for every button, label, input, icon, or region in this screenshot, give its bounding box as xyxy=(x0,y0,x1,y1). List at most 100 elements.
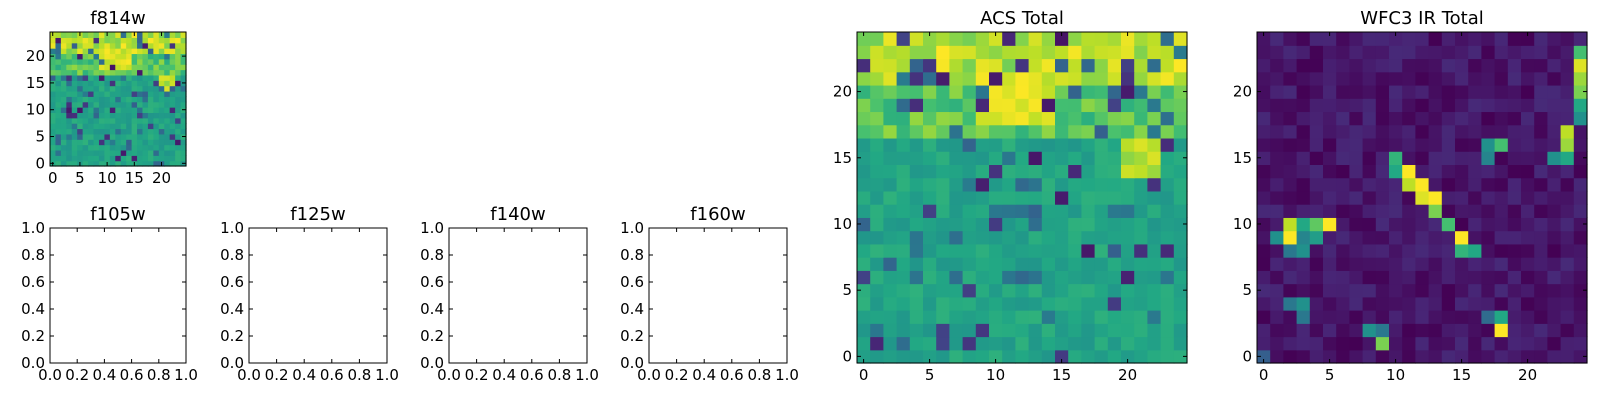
heatmap-cell xyxy=(962,58,977,73)
heatmap-cell xyxy=(909,124,924,139)
x-tick-label: 0.2 xyxy=(465,366,489,384)
heatmap-cell xyxy=(936,137,950,152)
heatmap-cell xyxy=(50,123,57,130)
heatmap-cell xyxy=(1296,257,1311,271)
heatmap-cell xyxy=(137,117,144,124)
heatmap-cell xyxy=(1094,217,1109,232)
heatmap-cell xyxy=(1028,349,1043,364)
heatmap-cell xyxy=(1455,177,1469,192)
heatmap-cell xyxy=(1121,98,1135,113)
heatmap-cell xyxy=(1147,58,1162,73)
heatmap-cell xyxy=(1547,111,1562,126)
heatmap-cell xyxy=(1015,190,1030,205)
heatmap-cell xyxy=(82,85,89,92)
heatmap-cell xyxy=(1362,204,1377,218)
heatmap-cell xyxy=(104,74,111,81)
heatmap-cell xyxy=(98,80,105,87)
heatmap-cell xyxy=(50,64,57,71)
heatmap-cell xyxy=(158,128,165,135)
heatmap-cell xyxy=(909,32,924,46)
heatmap-cell xyxy=(1560,137,1575,152)
heatmap-cell xyxy=(158,58,165,65)
heatmap-cell xyxy=(55,112,62,119)
heatmap-cell xyxy=(88,101,95,108)
heatmap-cell xyxy=(1134,270,1148,285)
heatmap-cell xyxy=(1441,164,1456,179)
heatmap-cell xyxy=(1481,204,1496,218)
heatmap-cell xyxy=(1134,283,1148,298)
heatmap-cell xyxy=(1336,45,1350,60)
heatmap-cell xyxy=(115,117,122,124)
heatmap-cell xyxy=(88,58,95,65)
heatmap-cell xyxy=(169,160,176,167)
heatmap-cell xyxy=(1468,270,1482,285)
heatmap-cell xyxy=(126,80,133,87)
heatmap-cell xyxy=(142,42,149,49)
heatmap-cell xyxy=(169,42,176,49)
heatmap-cell xyxy=(1507,296,1522,311)
heatmap-cell xyxy=(55,107,62,113)
heatmap-cell xyxy=(1481,32,1496,46)
heatmap-cell xyxy=(1389,270,1403,285)
heatmap-cell xyxy=(104,37,111,44)
heatmap-cell xyxy=(1560,230,1575,245)
heatmap-cell xyxy=(142,64,149,71)
heatmap-cell xyxy=(1507,137,1522,152)
heatmap-cell xyxy=(962,164,977,179)
heatmap-cell xyxy=(82,64,89,71)
heatmap-cell xyxy=(1349,323,1364,338)
heatmap-cell xyxy=(1160,243,1175,258)
heatmap-cell xyxy=(1547,177,1562,192)
heatmap-cell xyxy=(1028,177,1043,192)
heatmap-cell xyxy=(1147,190,1162,205)
heatmap-cell xyxy=(1041,45,1056,60)
heatmap-cell xyxy=(949,257,964,271)
heatmap-cell xyxy=(169,48,176,55)
heatmap-cell xyxy=(989,84,1003,99)
heatmap-cell xyxy=(1402,243,1416,258)
heatmap-cell xyxy=(98,101,105,108)
heatmap-cell xyxy=(104,144,111,151)
heatmap-cell xyxy=(1068,283,1082,298)
heatmap-cell xyxy=(1107,32,1122,46)
axes-frame xyxy=(49,227,187,364)
heatmap-cell xyxy=(126,112,133,119)
y-tick-label: 0.8 xyxy=(21,246,45,264)
heatmap-cell xyxy=(1296,336,1311,351)
heatmap-cell xyxy=(1468,296,1482,311)
heatmap-cell xyxy=(1309,230,1324,245)
heatmap-cell xyxy=(1296,45,1311,60)
heatmap-cell xyxy=(896,45,911,60)
heatmap-cell xyxy=(1309,164,1324,179)
x-tick-label: 15 xyxy=(1052,366,1071,384)
heatmap-cell xyxy=(55,160,62,167)
heatmap-cell xyxy=(164,90,171,97)
heatmap-cell xyxy=(158,144,165,151)
heatmap-cell xyxy=(1573,84,1588,99)
heatmap-cell xyxy=(1573,32,1588,46)
heatmap-cell xyxy=(857,323,871,338)
heatmap-cell xyxy=(55,128,62,135)
heatmap-cell xyxy=(50,144,57,151)
heatmap-cell xyxy=(949,283,964,298)
y-tick-label: 0.6 xyxy=(420,273,444,291)
heatmap-cell xyxy=(1560,257,1575,271)
heatmap-cell xyxy=(1455,217,1469,232)
heatmap-cell xyxy=(142,101,149,108)
heatmap-cell xyxy=(883,310,898,324)
x-tick-label: 0.6 xyxy=(520,366,544,384)
heatmap-cell xyxy=(1257,124,1271,139)
heatmap-cell xyxy=(883,151,898,165)
heatmap-cell xyxy=(1055,323,1069,338)
heatmap-cell xyxy=(66,53,73,60)
heatmap-cell xyxy=(1481,137,1496,152)
heatmap-cell xyxy=(164,69,171,76)
heatmap-cell xyxy=(1323,45,1337,60)
heatmap-cell xyxy=(1389,58,1403,73)
heatmap-cell xyxy=(50,42,57,49)
heatmap-cell xyxy=(1283,164,1298,179)
y-tick-label: 10 xyxy=(1233,215,1252,233)
heatmap-cell xyxy=(1402,164,1416,179)
heatmap-cell xyxy=(1107,336,1122,351)
heatmap-cell xyxy=(936,164,950,179)
